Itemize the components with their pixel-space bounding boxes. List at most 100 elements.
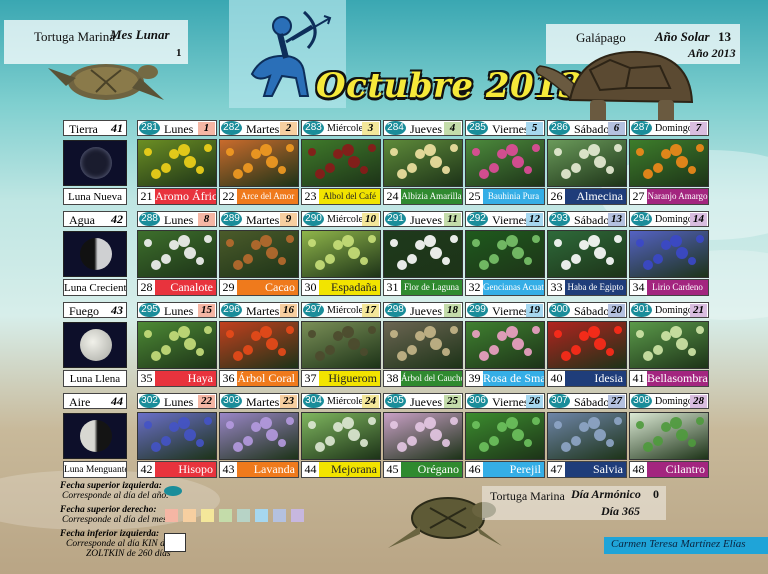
plant-caption: 40 Idesia [547, 370, 627, 387]
weekday-name: Martes [246, 395, 280, 409]
footer-box [482, 486, 666, 520]
year-day-number: 48 [630, 462, 647, 477]
day-header[interactable]: 289 Martes 9 [219, 211, 299, 227]
day-header[interactable]: 286 Sábado 6 [547, 120, 627, 136]
weekday-name: Miércoles [327, 214, 367, 225]
plant-name: Aromo África [155, 189, 216, 204]
legend-color-swatch [183, 509, 196, 522]
element-label: Agua 42 [63, 211, 127, 227]
day-header[interactable]: 296 Martes 16 [219, 302, 299, 318]
header-right-number: 13 [718, 29, 731, 44]
sagittarius-icon [250, 10, 332, 97]
day-header[interactable]: 306 Viernes 26 [465, 393, 545, 409]
day-header[interactable]: 302 Lunes 22 [137, 393, 217, 409]
footer-sub: Día 365 [601, 504, 640, 518]
weekday-name: Jueves [410, 213, 442, 227]
plant-photo [137, 412, 217, 460]
plant-name: Orégano [401, 462, 462, 477]
day-header[interactable]: 297 Miércoles 17 [301, 302, 381, 318]
weekday-name: Domingo [655, 214, 693, 225]
year-day-number: 23 [302, 189, 319, 204]
month-day-number: 25 [444, 395, 461, 408]
kin-number: 286 [549, 121, 570, 135]
day-header[interactable]: 281 Lunes 1 [137, 120, 217, 136]
legend-bottom-left-title: Fecha inferior izquierda: [60, 529, 160, 539]
year-day-number: 43 [220, 462, 237, 477]
month-day-number: 4 [444, 122, 461, 135]
weekday-name: Martes [246, 213, 280, 227]
plant-photo [301, 139, 381, 187]
day-header[interactable]: 291 Jueves 11 [383, 211, 463, 227]
month-day-number: 15 [198, 304, 215, 317]
day-header[interactable]: 287 Domingo 7 [629, 120, 709, 136]
day-header[interactable]: 295 Lunes 15 [137, 302, 217, 318]
plant-caption: 41 Bellasombra [629, 370, 709, 387]
legend-color-swatch [237, 509, 250, 522]
month-day-number: 9 [280, 213, 297, 226]
plant-image [308, 417, 376, 452]
plant-image [308, 235, 376, 270]
kin-number: 290 [303, 212, 324, 226]
month-day-number: 23 [280, 395, 297, 408]
plant-name: Haba de Egipto [565, 280, 626, 295]
day-header[interactable]: 307 Sábado 27 [547, 393, 627, 409]
plant-caption: 46 Perejil [465, 461, 545, 478]
day-header[interactable]: 285 Viernes 5 [465, 120, 545, 136]
plant-name: Almecina [565, 189, 626, 204]
month-day-number: 24 [362, 395, 379, 408]
plant-photo [301, 321, 381, 369]
plant-photo [547, 139, 627, 187]
legend-top-left-desc: Corresponde al día del año. [62, 491, 169, 501]
day-header[interactable]: 300 Sábado 20 [547, 302, 627, 318]
day-header[interactable]: 290 Miércoles 10 [301, 211, 381, 227]
plant-image [226, 235, 294, 270]
month-day-number: 2 [280, 122, 297, 135]
weekday-name: Miércoles [327, 123, 367, 134]
plant-image [226, 417, 294, 452]
day-header[interactable]: 284 Jueves 4 [383, 120, 463, 136]
plant-name: Albizia Amarilla [401, 189, 462, 204]
day-header[interactable]: 308 Domingo 28 [629, 393, 709, 409]
plant-caption: 30 Espadaña [301, 279, 381, 296]
day-header[interactable]: 303 Martes 23 [219, 393, 299, 409]
moon-phase-box [63, 231, 127, 277]
plant-caption: 21 Aromo África [137, 188, 217, 205]
day-header[interactable]: 292 Viernes 12 [465, 211, 545, 227]
plant-name: Árbol Coral [237, 371, 298, 386]
day-header[interactable]: 283 Miércoles 3 [301, 120, 381, 136]
plant-name: Flor de Laguna [401, 280, 462, 295]
plant-photo [383, 139, 463, 187]
day-header[interactable]: 304 Miércoles 24 [301, 393, 381, 409]
plant-image [636, 417, 704, 452]
day-header[interactable]: 282 Martes 2 [219, 120, 299, 136]
month-day-number: 5 [526, 122, 543, 135]
day-header[interactable]: 293 Sábado 13 [547, 211, 627, 227]
plant-caption: 34 Lirio Cardeno [629, 279, 709, 296]
author-bar [604, 537, 768, 554]
plant-name: Mejorana [319, 462, 380, 477]
plant-image [226, 326, 294, 361]
day-header[interactable]: 301 Domingo 21 [629, 302, 709, 318]
kin-number: 296 [221, 303, 242, 317]
plant-photo [629, 321, 709, 369]
plant-photo [219, 139, 299, 187]
plant-photo [629, 412, 709, 460]
tortoise-image [535, 50, 694, 124]
day-header[interactable]: 288 Lunes 8 [137, 211, 217, 227]
moon-icon [80, 147, 112, 179]
plant-photo [137, 230, 217, 278]
day-header[interactable]: 299 Viernes 19 [465, 302, 545, 318]
year-day-number: 37 [302, 371, 319, 386]
legend-color-swatch [255, 509, 268, 522]
plant-caption: 48 Cilantro [629, 461, 709, 478]
plant-image [636, 144, 704, 179]
header-left-number: 1 [176, 47, 182, 59]
weekday-name: Domingo [655, 396, 693, 407]
plant-caption: 37 Higuerom [301, 370, 381, 387]
day-header[interactable]: 305 Jueves 25 [383, 393, 463, 409]
day-header[interactable]: 294 Domingo 14 [629, 211, 709, 227]
plant-name: Bellasombra [647, 371, 708, 386]
footer-title: Día Armónico [571, 487, 641, 501]
plant-caption: 39 Rosa de Sma [465, 370, 545, 387]
day-header[interactable]: 298 Jueves 18 [383, 302, 463, 318]
